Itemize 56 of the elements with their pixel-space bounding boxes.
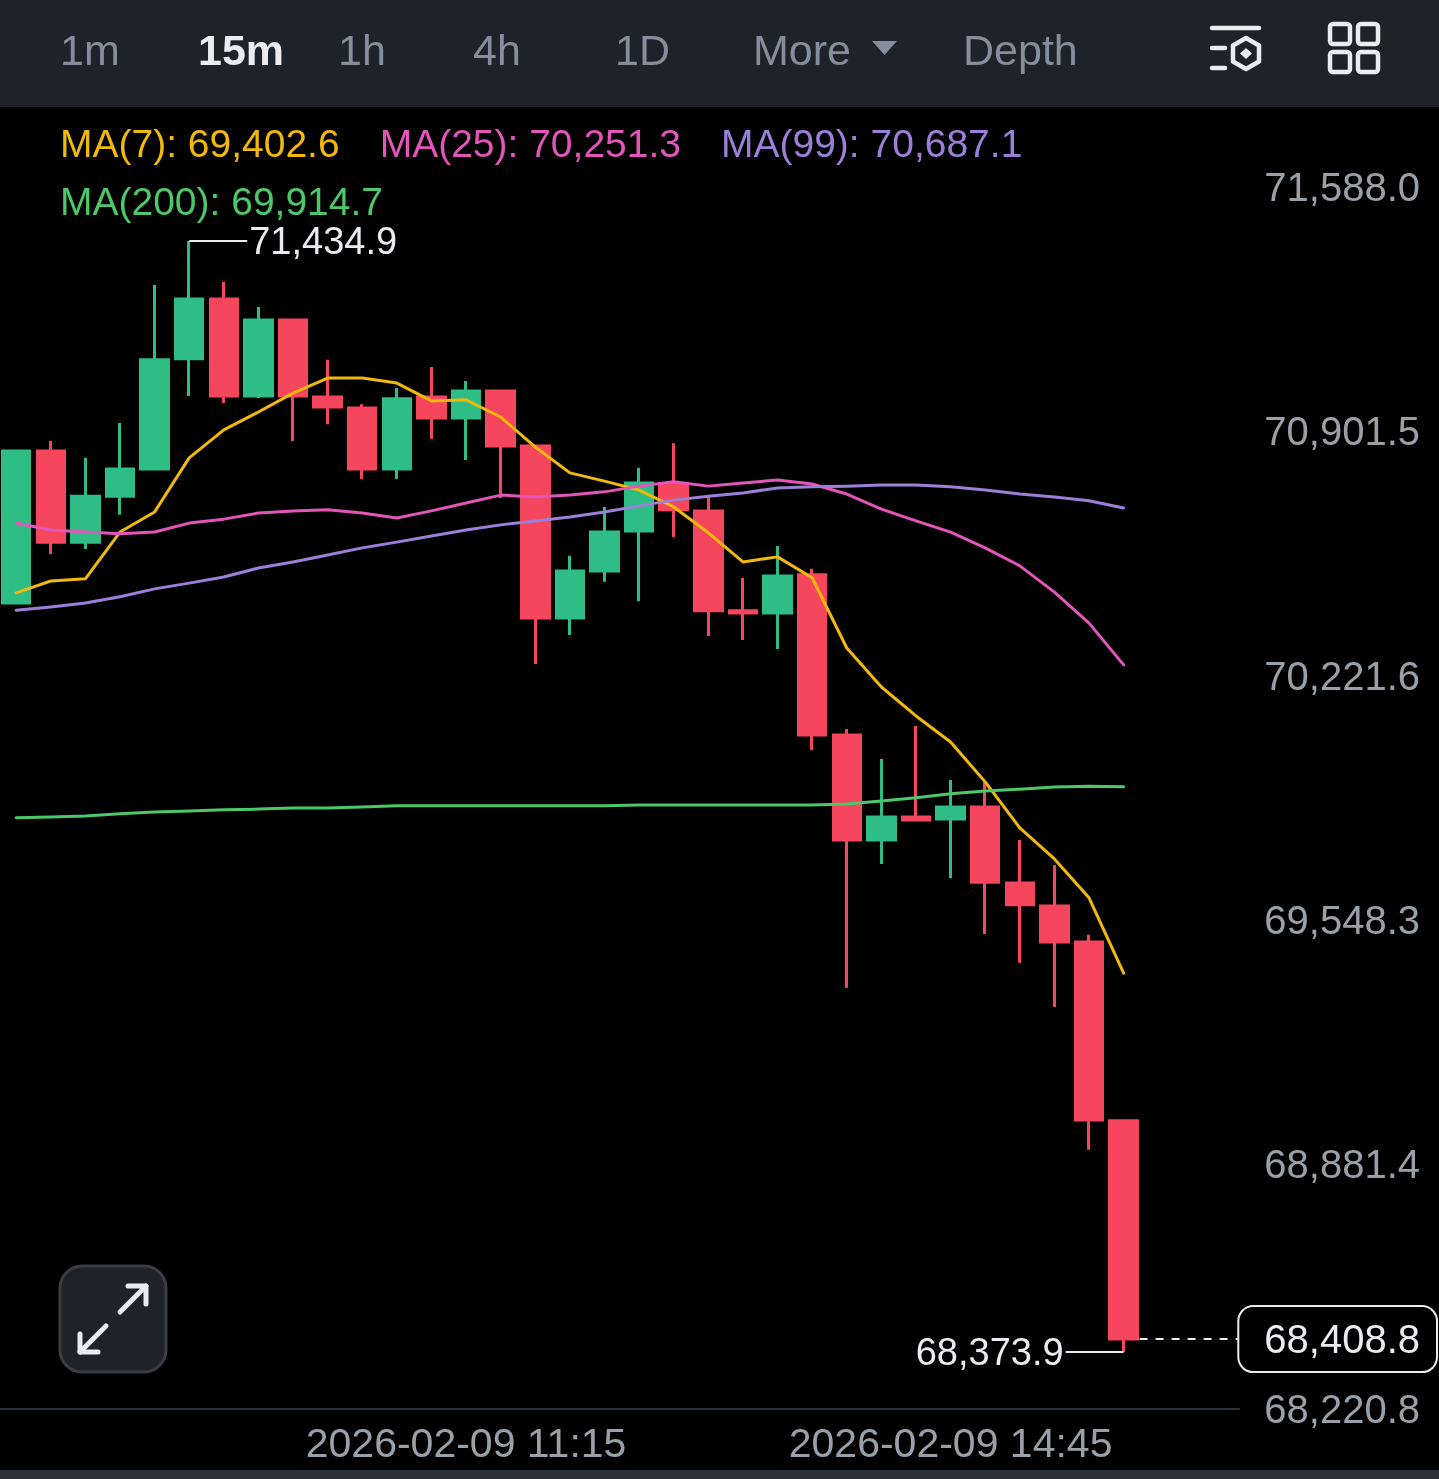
candlestick <box>762 546 793 650</box>
candlestick <box>1039 865 1070 1008</box>
candlestick <box>797 568 827 750</box>
line-series <box>14 483 1126 612</box>
candlestick <box>209 281 239 404</box>
candlestick <box>970 781 1000 934</box>
candlestick <box>243 307 274 399</box>
text: 1h <box>338 26 386 74</box>
candlestick <box>1074 934 1104 1150</box>
candlestick <box>105 423 135 515</box>
y-tick-label: 68,881.4 <box>1264 1142 1420 1187</box>
candlestick <box>139 285 170 471</box>
text: MA(25): 70,251.3 <box>379 121 681 165</box>
candlestick <box>935 780 966 879</box>
candlestick <box>1 449 31 605</box>
candlestick <box>312 359 343 425</box>
candlestick <box>485 389 516 498</box>
candlestick <box>36 440 66 554</box>
candlestick <box>1005 839 1035 963</box>
y-tick-label: 71,588.0 <box>1264 164 1420 209</box>
candlestick <box>70 457 101 549</box>
candlestick <box>416 367 447 439</box>
candlestick <box>1108 1119 1139 1353</box>
text: MA(200): 69,914.7 <box>60 179 384 223</box>
candlestick <box>589 506 620 582</box>
candlestick <box>555 555 585 636</box>
candlestick <box>278 318 308 441</box>
candlestick <box>832 728 862 989</box>
text: Depth <box>963 26 1078 74</box>
annotation: 68,373.9 <box>915 1331 1064 1374</box>
candlestick <box>520 444 551 664</box>
text: 1m <box>60 26 120 74</box>
line-series <box>14 784 1126 820</box>
candlestick <box>174 241 204 396</box>
text: 15m <box>198 26 285 74</box>
annotation: 71,434.9 <box>249 220 398 263</box>
candlestick <box>866 759 897 864</box>
y-tick-label: 70,221.6 <box>1264 653 1420 698</box>
text: MA(99): 70,687.1 <box>720 121 1023 165</box>
x-tick-label: 2026-02-09 14:45 <box>788 1420 1113 1467</box>
line-series <box>14 376 1126 975</box>
candlestick <box>693 496 724 637</box>
text: 1D <box>615 26 670 74</box>
annotation: 68,408.8 <box>1264 1317 1420 1362</box>
y-tick-label: 69,548.3 <box>1264 898 1420 942</box>
text: MA(7): 69,402.6 <box>60 121 340 165</box>
text: More <box>753 26 851 74</box>
x-tick-label: 2026-02-09 11:15 <box>305 1420 627 1467</box>
candlestick <box>901 726 931 822</box>
y-tick-label: 70,901.5 <box>1264 409 1420 454</box>
text: 4h <box>473 26 521 74</box>
candlestick <box>728 577 758 641</box>
line-series <box>14 478 1126 667</box>
candlestick <box>347 404 377 479</box>
y-tick-label: 68,220.8 <box>1264 1386 1420 1431</box>
candlestick <box>382 388 412 479</box>
